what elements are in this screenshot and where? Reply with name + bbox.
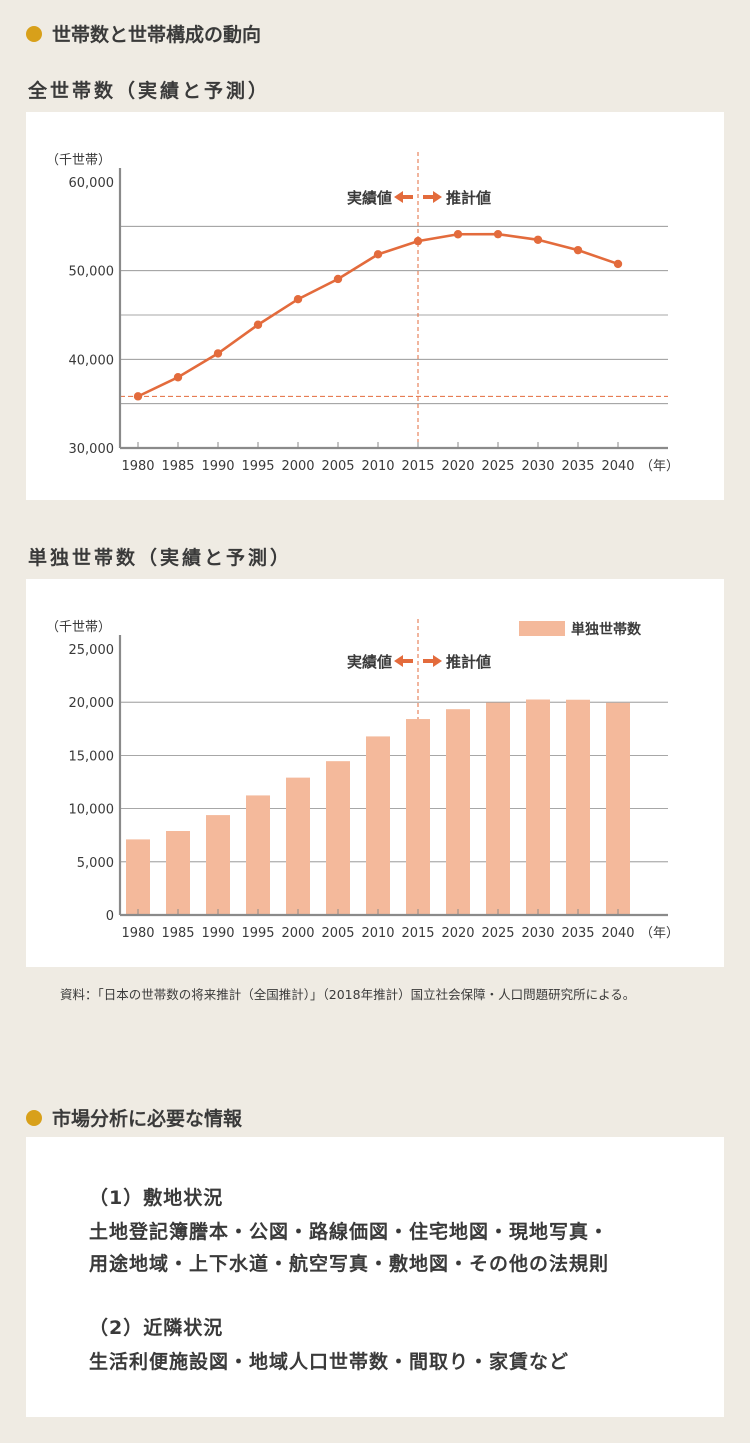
market-heading: 市場分析に必要な情報	[26, 1104, 242, 1131]
data-point	[493, 229, 503, 239]
bar	[486, 702, 510, 915]
x-tick-label: 1990	[201, 459, 234, 474]
trend-heading: 世帯数と世帯構成の動向	[26, 20, 261, 47]
y-tick-label: 15,000	[69, 749, 115, 764]
x-tick-label: 1985	[161, 926, 194, 941]
forecast-label: 推計値	[446, 189, 491, 207]
x-tick-label: 2025	[481, 926, 514, 941]
right-arrow-icon	[423, 655, 442, 667]
y-tick-label: 0	[106, 909, 114, 924]
y-unit-label: （千世帯）	[46, 153, 111, 168]
x-tick-label: 2035	[561, 926, 594, 941]
data-point	[533, 235, 543, 244]
x-tick-label: 2030	[521, 459, 554, 474]
bar	[606, 702, 630, 915]
x-tick-label: 2020	[441, 459, 474, 474]
x-unit-label: （年）	[640, 926, 679, 941]
data-point	[333, 274, 343, 284]
x-tick-label: 2030	[521, 926, 554, 941]
x-tick-label: 2025	[481, 459, 514, 474]
item1-title: （1）敷地状況	[89, 1187, 224, 1209]
bullet-dot-icon	[26, 25, 42, 42]
x-tick-label: 2005	[321, 459, 354, 474]
bar	[526, 699, 550, 915]
chart2-panel: （千世帯） 25,000 20,000 15,000 10,000 5,000 0 単独世帯数…	[26, 579, 724, 967]
x-tick-label: 1990	[201, 926, 234, 941]
bar	[566, 699, 590, 915]
bar-chart: （千世帯） 25,000 20,000 15,000 10,000 5,000 0 単独世帯数…	[46, 619, 679, 941]
y-tick-label: 30,000	[69, 442, 115, 457]
x-tick-label: 1995	[241, 459, 274, 474]
item1-line1: 土地登記簿謄本・公図・路線価図・住宅地図・現地写真・	[89, 1221, 610, 1243]
x-tick-label: 1980	[121, 459, 154, 474]
bar	[246, 795, 270, 915]
legend-label: 単独世帯数	[571, 621, 642, 638]
line-chart: （千世帯） 60,000 50,000 40,000 30,000 実績値 推計値 1980 1…	[46, 152, 679, 474]
bar	[446, 709, 470, 915]
bar	[126, 839, 150, 915]
item2-line1: 生活利便施設図・地域人口世帯数・間取り・家賃など	[89, 1351, 570, 1373]
data-point	[453, 230, 463, 239]
y-tick-label: 20,000	[69, 696, 115, 711]
left-arrow-icon	[394, 655, 413, 667]
x-tick-label: 2015	[401, 459, 434, 474]
item1-line2: 用途地域・上下水道・航空写真・敷地図・その他の法規則	[89, 1253, 610, 1275]
forecast-label: 推計値	[446, 653, 491, 671]
x-tick-label: 2000	[281, 926, 314, 941]
data-point	[293, 294, 303, 304]
bar	[286, 777, 310, 915]
x-tick-label: 2020	[441, 926, 474, 941]
y-unit-label: （千世帯）	[46, 620, 111, 635]
x-tick-label: 1985	[161, 459, 194, 474]
data-point	[613, 259, 623, 269]
trend-heading-text: 世帯数と世帯構成の動向	[52, 24, 262, 46]
data-point	[573, 245, 583, 255]
bar	[326, 761, 350, 915]
bar	[366, 736, 390, 915]
chart1-title: 全世帯数（実績と予測）	[28, 80, 271, 102]
x-tick-label: 2010	[361, 459, 394, 474]
x-tick-label: 2000	[281, 459, 314, 474]
legend-swatch	[519, 621, 565, 636]
bar	[166, 830, 190, 915]
y-tick-label: 5,000	[77, 856, 114, 871]
x-tick-label: 1995	[241, 926, 274, 941]
data-point	[373, 250, 383, 259]
data-point	[213, 349, 223, 358]
bullet-dot-icon	[26, 1109, 42, 1126]
chart2-title: 単独世帯数（実績と予測）	[28, 547, 293, 569]
data-point	[173, 373, 183, 382]
left-arrow-icon	[394, 191, 413, 203]
y-tick-label: 50,000	[69, 265, 115, 280]
y-tick-label: 25,000	[69, 643, 115, 658]
y-tick-label: 40,000	[69, 353, 115, 368]
bar	[406, 719, 430, 915]
x-tick-label: 1980	[121, 926, 154, 941]
x-tick-label: 2040	[601, 926, 634, 941]
x-tick-label: 2015	[401, 926, 434, 941]
market-heading-text: 市場分析に必要な情報	[52, 1108, 243, 1130]
actual-label: 実績値	[347, 189, 392, 207]
chart1-panel: （千世帯） 60,000 50,000 40,000 30,000 実績値 推計値 1980 1…	[26, 112, 724, 500]
bar	[206, 815, 230, 915]
right-arrow-icon	[423, 191, 442, 203]
x-tick-label: 2010	[361, 926, 394, 941]
x-tick-label: 2005	[321, 926, 354, 941]
y-tick-label: 60,000	[69, 176, 115, 191]
item2-title: （2）近隣状況	[89, 1317, 224, 1339]
y-tick-label: 10,000	[69, 803, 115, 818]
data-point	[133, 392, 143, 401]
data-point	[413, 236, 423, 246]
actual-label: 実績値	[347, 653, 392, 671]
info-panel: （1）敷地状況 土地登記簿謄本・公図・路線価図・住宅地図・現地写真・ 用途地域・…	[26, 1137, 724, 1417]
source-note: 資料：「日本の世帯数の将来推計（全国推計）」（2018年推計）国立社会保障・人口…	[60, 987, 636, 1002]
x-tick-label: 2035	[561, 459, 594, 474]
x-tick-label: 2040	[601, 459, 634, 474]
data-point	[253, 320, 263, 329]
x-unit-label: （年）	[640, 459, 679, 474]
